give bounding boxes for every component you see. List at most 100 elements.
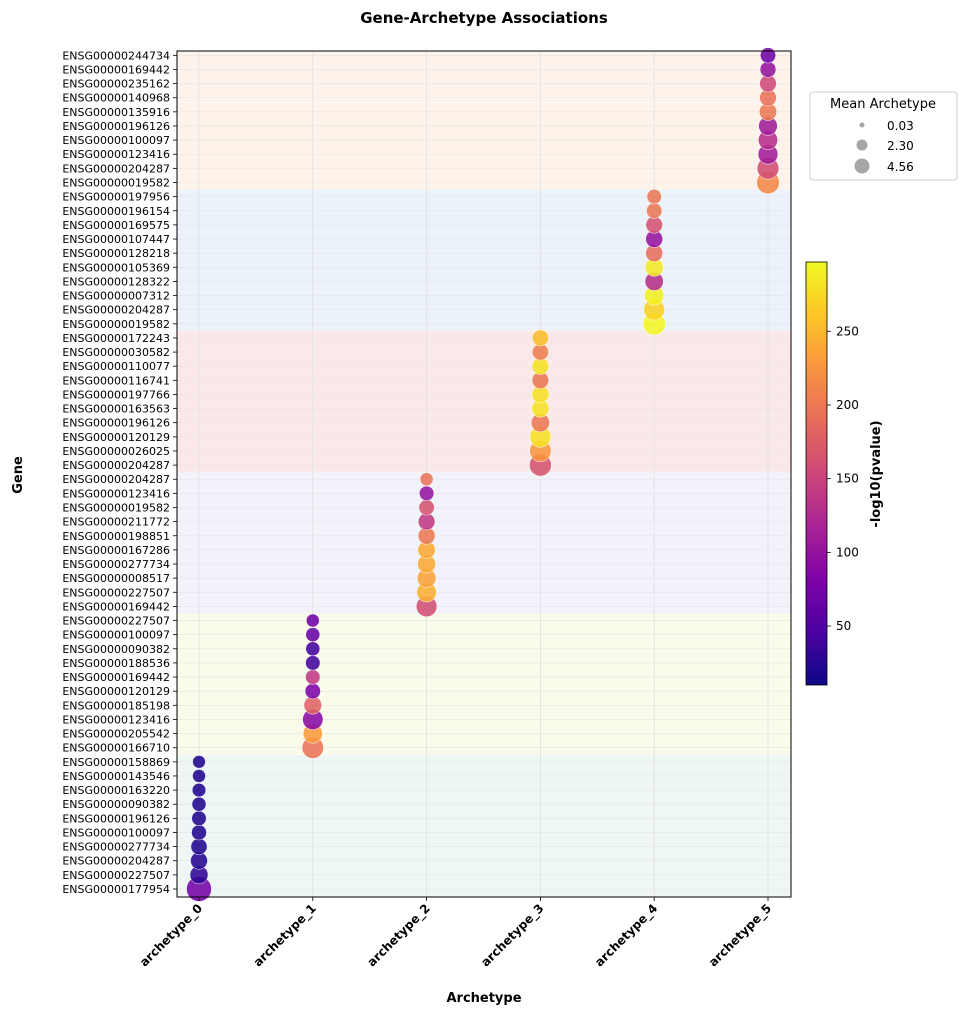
data-point [759,74,777,93]
data-point [418,499,435,516]
y-tick-label: ENSG00000227507 [62,586,170,599]
y-tick-label: ENSG00000143546 [62,770,170,783]
y-tick-label: ENSG00000204287 [62,459,170,472]
y-tick-label: ENSG00000116741 [62,374,170,387]
colorbar-ticks: 50 100 150 200 250 [827,324,859,633]
y-tick-label: ENSG00000211772 [62,516,170,529]
data-point [418,513,436,531]
y-tick-label: ENSG00000123416 [62,713,170,726]
y-tick-label: ENSG00000140968 [62,92,170,105]
data-point [305,613,320,628]
legend-title: Mean Archetype [830,97,936,112]
size-legend: Mean Archetype 0.03 2.30 4.56 [809,91,958,181]
colorbar-tick-label: 200 [836,398,859,412]
archetype-band [177,330,791,473]
y-tick-label: ENSG00000227507 [62,615,170,628]
x-tick-labels: archetype_0 archetype_1 archetype_2 archety… [137,897,775,970]
data-point [305,641,321,657]
y-tick-label: ENSG00000090382 [62,643,170,656]
data-point [305,627,321,643]
y-tick-label: ENSG00000244734 [62,49,170,62]
data-point [191,824,207,841]
data-point [305,655,321,671]
legend-marker-large [854,158,870,174]
archetype-band [177,613,791,755]
y-tick-label: ENSG00000100097 [62,134,170,147]
data-point [759,47,777,64]
y-tick-label: ENSG00000019582 [62,501,170,514]
data-point [304,683,321,700]
data-point [191,810,207,826]
y-tick-label: ENSG00000188536 [62,657,170,670]
archetype-band [177,189,791,331]
data-point [192,755,206,769]
colorbar-tick-label: 150 [836,472,859,486]
y-tick-label: ENSG00000197956 [62,191,170,204]
y-tick-label: ENSG00000204287 [62,304,170,317]
y-tick-label: ENSG00000100097 [62,629,170,642]
y-tick-label: ENSG00000169442 [62,63,170,76]
x-tick-label: archetype_4 [592,901,661,970]
colorbar-tick-label: 50 [836,619,851,633]
y-tick-label: ENSG00000169575 [62,219,170,232]
y-tick-label: ENSG00000026025 [62,445,170,458]
y-tick-label: ENSG00000204287 [62,473,170,486]
chart-title: Gene-Archetype Associations [360,9,608,27]
y-tick-label: ENSG00000277734 [62,558,170,571]
y-tick-label: ENSG00000123416 [62,148,170,161]
y-tick-label: ENSG00000163563 [62,403,170,416]
y-tick-label: ENSG00000110077 [62,360,170,373]
data-point [419,485,435,501]
y-tick-labels: ENSG00000177954 ENSG00000227507 ENSG000002… [62,49,177,896]
y-tick-label: ENSG00000198851 [62,530,170,543]
data-point [305,669,321,685]
y-tick-label: ENSG00000163220 [62,784,170,797]
y-tick-label: ENSG00000235162 [62,78,170,91]
y-tick-label: ENSG00000166710 [62,742,170,755]
y-tick-label: ENSG00000177954 [62,883,170,896]
y-tick-label: ENSG00000277734 [62,841,170,854]
archetype-bands [177,51,791,897]
y-tick-label: ENSG00000120129 [62,685,170,698]
plot-frame [176,50,792,898]
data-point [191,783,207,798]
y-tick-label: ENSG00000120129 [62,431,170,444]
colorbar-tick-label: 250 [836,324,859,338]
archetype-band [177,472,791,614]
y-tick-label: ENSG00000196126 [62,417,170,430]
y-tick-label: ENSG00000019582 [62,177,170,190]
colorbar-label: -log10(pvalue) [869,420,884,527]
data-point [759,61,777,78]
y-tick-label: ENSG00000105369 [62,261,170,274]
data-point [190,838,208,856]
data-point [191,796,207,812]
y-tick-label: ENSG00000196126 [62,120,170,133]
y-tick-label: ENSG00000197766 [62,388,170,401]
archetype-band [177,51,791,190]
legend-marker-small [859,122,865,128]
x-tick-label: archetype_0 [137,901,206,970]
y-tick-label: ENSG00000008517 [62,572,170,585]
colorbar-gradient [805,261,828,686]
colorbar: 50 100 150 200 250 -log10(pvalue) [805,261,884,686]
y-tick-label: ENSG00000100097 [62,826,170,839]
y-tick-label: ENSG00000019582 [62,318,170,331]
y-tick-label: ENSG00000169442 [62,600,170,613]
data-point [645,216,663,234]
y-axis-label: Gene [11,456,26,494]
data-point [646,202,663,219]
y-tick-label: ENSG00000196154 [62,205,170,218]
x-tick-label: archetype_5 [706,901,775,970]
y-tick-label: ENSG00000090382 [62,798,170,811]
legend-entry: 0.03 [887,119,914,133]
x-tick-label: archetype_1 [251,901,320,970]
y-tick-label: ENSG00000172243 [62,332,170,345]
y-tick-label: ENSG00000030582 [62,346,170,359]
y-tick-label: ENSG00000205542 [62,728,170,741]
x-axis-label: Archetype [446,991,521,1006]
data-point [531,329,549,347]
data-point [419,472,434,487]
data-point [192,769,206,783]
data-point [646,189,662,205]
